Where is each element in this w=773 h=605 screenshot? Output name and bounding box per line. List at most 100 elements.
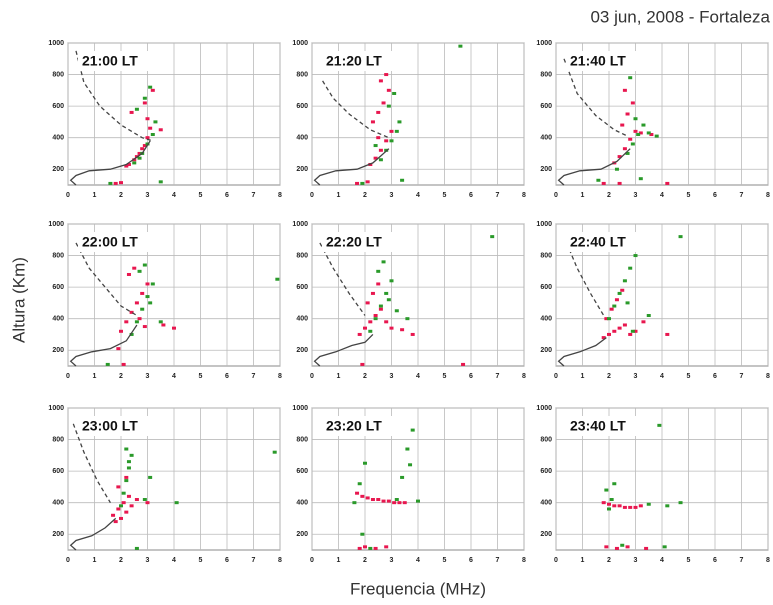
echo-point xyxy=(392,501,397,505)
echo-point xyxy=(137,156,142,160)
echo-point xyxy=(105,362,110,366)
panel-title: 21:40 LT xyxy=(570,53,626,69)
echo-point xyxy=(132,161,137,165)
echo-point xyxy=(137,317,142,321)
echo-point xyxy=(654,134,659,138)
x-tick-label: 8 xyxy=(278,192,282,199)
echo-point xyxy=(607,502,611,506)
echo-point xyxy=(119,516,123,520)
echo-point xyxy=(132,158,137,162)
echo-point xyxy=(363,326,367,330)
y-tick-label: 400 xyxy=(296,316,308,323)
echo-point xyxy=(145,136,150,140)
echo-point xyxy=(400,328,405,332)
echo-point xyxy=(145,501,150,505)
echo-point xyxy=(174,501,179,505)
echo-point xyxy=(633,117,638,121)
echo-point xyxy=(148,475,153,479)
x-tick-label: 2 xyxy=(363,373,367,380)
y-tick-label: 200 xyxy=(540,531,552,538)
x-tick-label: 4 xyxy=(416,192,420,199)
echo-point xyxy=(124,510,129,514)
title-box xyxy=(566,51,638,71)
y-tick-label: 400 xyxy=(296,500,308,507)
model-curve-dashed xyxy=(563,58,628,137)
echo-point xyxy=(638,177,643,181)
x-tick-label: 7 xyxy=(740,192,744,199)
echo-point xyxy=(622,505,627,509)
echo-point xyxy=(461,362,466,366)
x-tick-label: 6 xyxy=(469,373,473,380)
echo-point xyxy=(275,277,280,281)
echo-point xyxy=(622,147,627,151)
y-tick-label: 400 xyxy=(540,135,552,142)
echo-point xyxy=(378,307,383,311)
echo-point xyxy=(145,295,150,299)
y-tick-label: 1000 xyxy=(48,405,64,412)
echo-point xyxy=(601,181,606,185)
y-tick-label: 800 xyxy=(540,252,552,259)
echo-point xyxy=(622,279,627,283)
echo-point xyxy=(384,545,389,549)
echo-point xyxy=(129,310,134,314)
echo-point xyxy=(370,498,375,502)
y-tick-label: 400 xyxy=(540,316,552,323)
echo-point xyxy=(612,329,617,333)
y-tick-label: 200 xyxy=(52,347,64,354)
x-tick-label: 5 xyxy=(687,192,691,199)
echo-point xyxy=(376,498,381,502)
echo-point xyxy=(405,317,410,321)
y-tick-label: 600 xyxy=(540,103,552,110)
echo-point xyxy=(614,167,619,171)
echo-point xyxy=(378,148,383,152)
echo-point xyxy=(116,347,121,351)
y-tick-label: 1000 xyxy=(292,405,308,412)
x-tick-label: 7 xyxy=(496,557,500,564)
echo-point xyxy=(129,110,134,114)
echo-point xyxy=(108,181,113,185)
x-tick-label: 4 xyxy=(172,192,176,199)
y-tick-label: 1000 xyxy=(292,40,308,47)
echo-point xyxy=(678,501,683,505)
x-tick-label: 6 xyxy=(225,373,229,380)
x-tick-label: 1 xyxy=(581,557,585,564)
echo-point xyxy=(620,288,625,292)
y-tick-label: 400 xyxy=(52,135,64,142)
echo-point xyxy=(665,504,670,508)
x-tick-label: 3 xyxy=(146,557,150,564)
x-tick-label: 4 xyxy=(416,373,420,380)
echo-point xyxy=(614,546,619,550)
echo-point xyxy=(376,269,381,273)
echo-point xyxy=(145,117,150,121)
x-tick-label: 3 xyxy=(146,373,150,380)
x-tick-label: 7 xyxy=(252,557,256,564)
x-tick-label: 1 xyxy=(93,373,97,380)
echo-point xyxy=(376,136,381,140)
x-tick-label: 2 xyxy=(119,192,123,199)
echo-point xyxy=(124,164,129,168)
panel-title: 22:00 LT xyxy=(82,234,138,250)
echo-point xyxy=(357,546,362,550)
echo-point xyxy=(630,329,635,333)
echo-point xyxy=(612,482,617,486)
echo-point xyxy=(116,507,121,511)
echo-point xyxy=(614,298,619,302)
y-tick-label: 600 xyxy=(52,103,64,110)
title-box xyxy=(78,232,150,252)
x-tick-label: 3 xyxy=(390,557,394,564)
echo-point xyxy=(638,131,643,135)
echo-point xyxy=(373,317,378,321)
echo-point xyxy=(607,507,611,511)
x-tick-label: 6 xyxy=(469,557,473,564)
echo-point xyxy=(360,494,365,498)
echo-point xyxy=(628,332,633,336)
echo-point xyxy=(402,501,407,505)
echo-point xyxy=(368,546,373,550)
echo-point xyxy=(124,447,129,451)
x-tick-label: 2 xyxy=(607,373,611,380)
echo-point xyxy=(601,336,606,340)
model-curve xyxy=(69,324,138,367)
echo-point xyxy=(132,266,137,270)
echo-point xyxy=(644,546,649,550)
